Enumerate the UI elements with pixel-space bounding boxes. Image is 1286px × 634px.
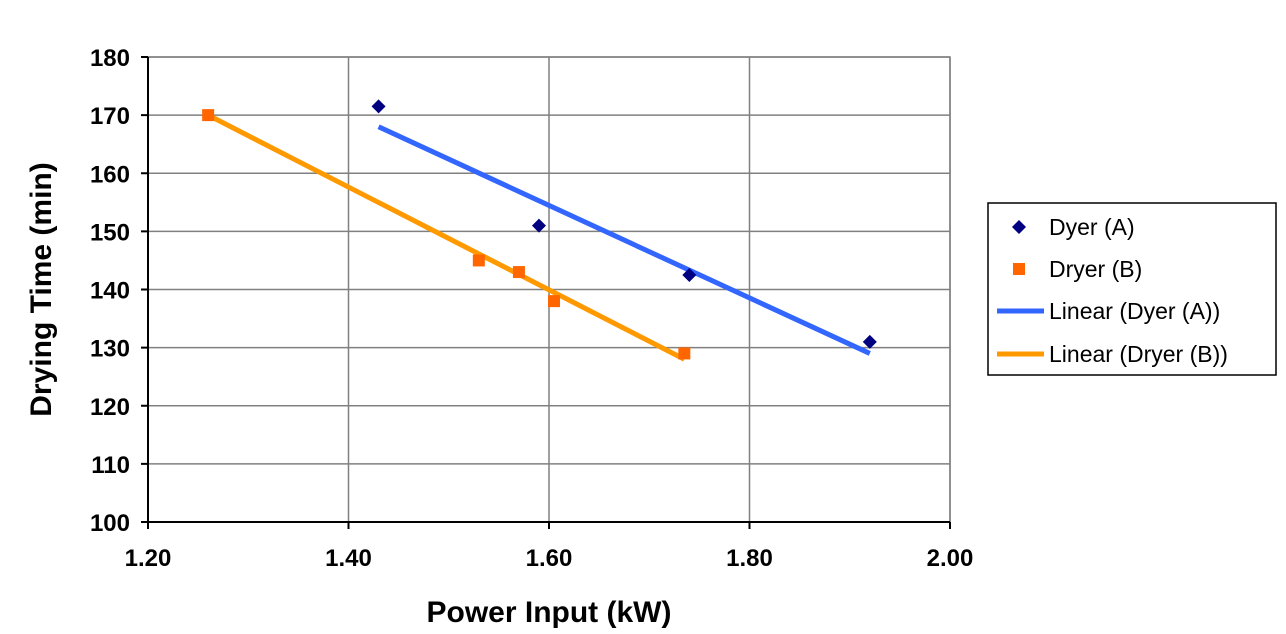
data-point-dyer-a — [371, 99, 386, 114]
data-point-dyer-a — [682, 267, 697, 282]
y-tick-label: 170 — [90, 103, 130, 130]
data-points — [202, 99, 877, 360]
legend-box — [987, 202, 1277, 376]
y-tick-label: 110 — [91, 452, 130, 479]
trendline — [377, 124, 871, 356]
x-tick-label: 1.40 — [325, 545, 372, 572]
data-point-dryer-b — [678, 347, 691, 360]
data-point-dryer-b — [548, 295, 561, 308]
trendline — [207, 112, 686, 362]
y-tick-label: 100 — [90, 510, 130, 537]
y-axis-title: Drying Time (min) — [25, 162, 58, 416]
y-tick-label: 120 — [90, 394, 130, 421]
y-tick-label: 160 — [90, 161, 130, 188]
legend-label: Dyer (A) — [1049, 214, 1135, 240]
x-tick-label: 1.20 — [125, 545, 172, 572]
x-tick-label: 1.60 — [526, 545, 573, 572]
x-axis-title: Power Input (kW) — [427, 596, 672, 629]
data-point-dyer-a — [531, 218, 546, 233]
y-tick-label: 180 — [90, 45, 130, 72]
legend-marker — [1013, 263, 1025, 275]
x-tick-label: 2.00 — [927, 545, 974, 572]
data-point-dryer-b — [202, 109, 215, 122]
legend-label: Dryer (B) — [1049, 256, 1142, 282]
x-tick-label: 1.80 — [726, 545, 773, 572]
legend-label: Linear (Dryer (B)) — [1049, 341, 1228, 367]
data-point-dryer-b — [512, 266, 525, 279]
legend-label: Linear (Dyer (A)) — [1049, 298, 1220, 324]
axes: 100 110 120 130 140 150 160 170 180 1.20 1.40 1.60 1… — [90, 45, 973, 572]
legend-marker — [1012, 220, 1026, 234]
trendlines — [207, 112, 871, 362]
y-tick-label: 150 — [90, 219, 130, 246]
y-tick-label: 140 — [90, 278, 130, 305]
data-point-dryer-b — [472, 254, 485, 267]
legend: Dyer (A) Dryer (B) Linear (Dyer (A)) Linear… — [987, 202, 1277, 376]
y-tick-label: 130 — [90, 336, 130, 363]
data-point-dyer-a — [862, 334, 877, 349]
